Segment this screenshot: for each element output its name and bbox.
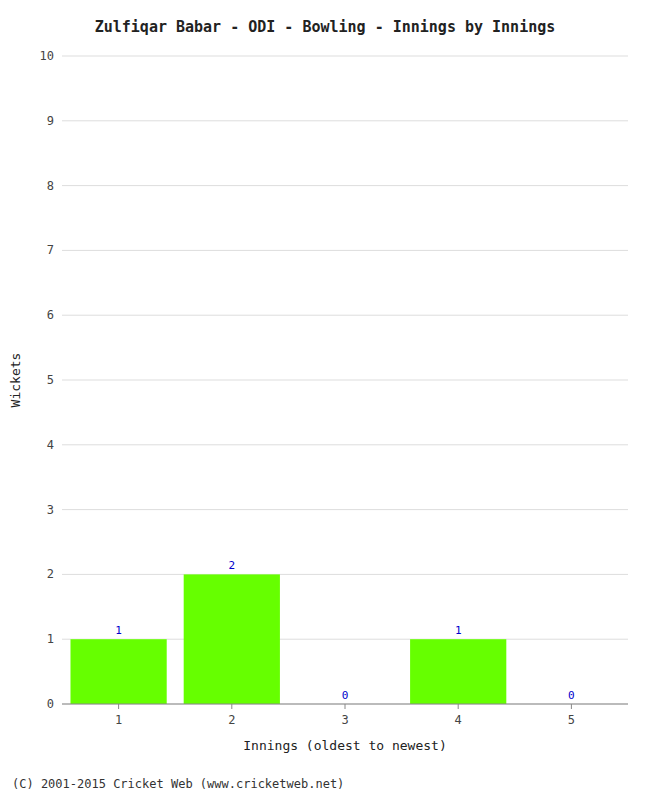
grid: [62, 56, 628, 704]
y-tick-label: 1: [47, 632, 54, 646]
x-tick: [231, 704, 232, 709]
y-tick-label: 2: [47, 567, 54, 581]
grid-line: [62, 250, 628, 251]
x-tick: [118, 704, 119, 709]
x-axis-label: Innings (oldest to newest): [243, 738, 447, 753]
grid-line: [62, 444, 628, 445]
y-tick-label: 5: [47, 373, 54, 387]
y-tick-label: 4: [47, 438, 54, 452]
x-tick: [345, 704, 346, 709]
x-tick-label: 5: [568, 713, 575, 727]
title: Zulfiqar Babar - ODI - Bowling - Innings…: [95, 18, 556, 36]
grid-line: [62, 120, 628, 121]
footer: (C) 2001-2015 Cricket Web (www.cricketwe…: [12, 777, 344, 791]
grid-line: [62, 315, 628, 316]
grid-line: [62, 574, 628, 575]
data-label: 1: [455, 624, 462, 637]
bar: [184, 574, 280, 704]
grid-line: [62, 509, 628, 510]
x-tick-label: 1: [115, 713, 122, 727]
y-tick-label: 8: [47, 179, 54, 193]
grid-line: [62, 185, 628, 186]
y-tick-label: 10: [40, 49, 54, 63]
y-axis-label: Wickets: [8, 353, 23, 408]
data-label: 1: [115, 624, 122, 637]
grid-line: [62, 380, 628, 381]
y-tick-label: 3: [47, 503, 54, 517]
y-tick-label: 6: [47, 308, 54, 322]
bar: [410, 639, 506, 704]
chart-container: 0123456789101201012345Zulfiqar Babar - O…: [0, 0, 650, 800]
y-tick-label: 0: [47, 697, 54, 711]
y-tick-label: 9: [47, 114, 54, 128]
grid-line: [62, 56, 628, 57]
x-tick: [571, 704, 572, 709]
x-tick-label: 2: [228, 713, 235, 727]
bars: [70, 574, 506, 704]
data-label: 2: [228, 559, 235, 572]
data-label: 0: [568, 689, 575, 702]
x-tick: [458, 704, 459, 709]
bar: [70, 639, 166, 704]
data-label: 0: [342, 689, 349, 702]
x-tick-label: 3: [341, 713, 348, 727]
y-tick-label: 7: [47, 243, 54, 257]
x-tick-label: 4: [455, 713, 462, 727]
background: [0, 0, 650, 800]
chart: 0123456789101201012345Zulfiqar Babar - O…: [0, 0, 650, 800]
